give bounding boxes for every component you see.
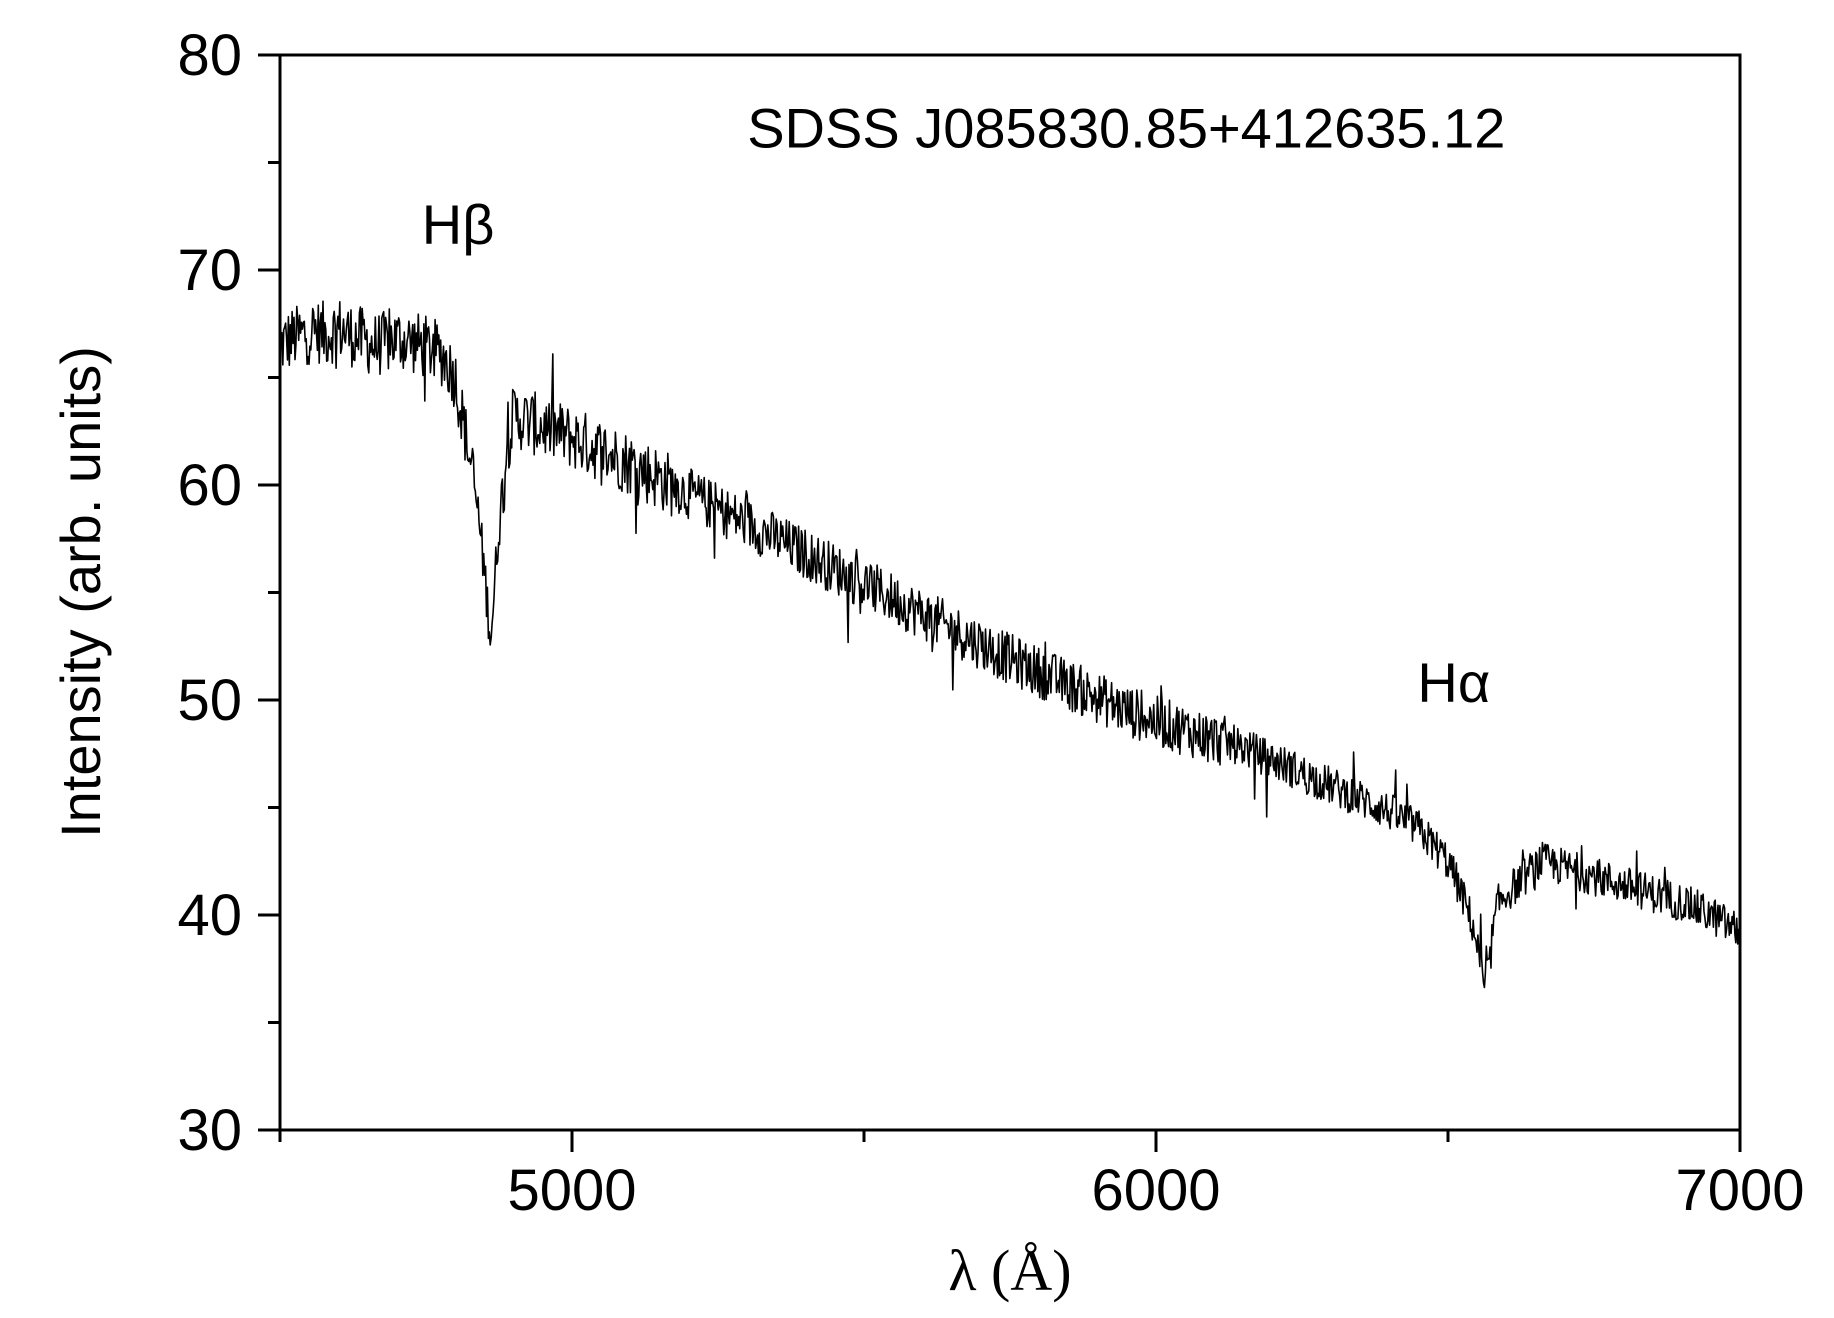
y-tick-label: 80 [177,23,242,88]
y-axis-label: Intensity (arb. units) [49,346,112,838]
y-tick-label: 70 [177,238,242,303]
y-tick-label: 60 [177,453,242,518]
spectrum-line [279,300,1741,989]
x-tick-label: 7000 [1675,1158,1804,1223]
annotation-h-beta: Hβ [422,193,495,256]
y-tick-label: 50 [177,668,242,733]
annotation-object-id: SDSS J085830.85+412635.12 [747,96,1505,159]
axis-ticks [258,53,1742,1152]
x-tick-label: 6000 [1091,1158,1220,1223]
y-tick-label: 30 [177,1098,242,1163]
axis-tick-labels: 30 40 50 60 70 80 5000 6000 7000 [177,23,1804,1223]
x-tick-label: 5000 [507,1158,636,1223]
spectrum-series [279,300,1741,989]
y-tick-label: 40 [177,883,242,948]
annotation-h-alpha: Hα [1417,651,1490,714]
x-axis-label: λ (Å) [948,1238,1071,1303]
